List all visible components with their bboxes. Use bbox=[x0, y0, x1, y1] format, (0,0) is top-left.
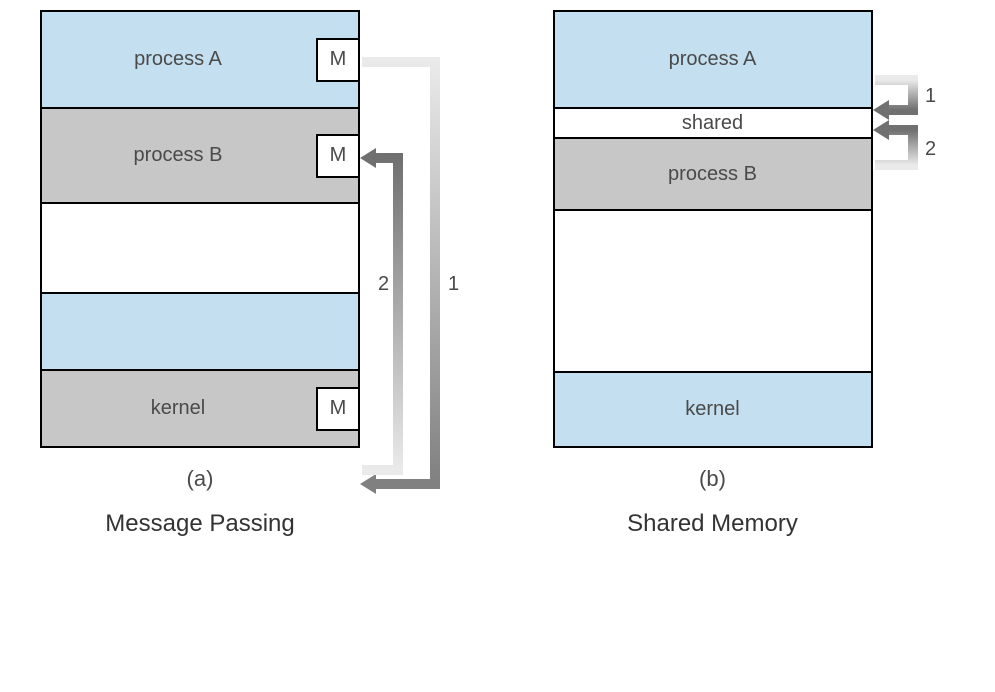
label-kernel-b: kernel bbox=[685, 398, 739, 421]
region-shared: shared bbox=[555, 107, 871, 137]
label-process-a: process A bbox=[134, 48, 222, 71]
arrowhead-2-b bbox=[873, 120, 889, 140]
arrowhead-1-b bbox=[873, 100, 889, 120]
shared-memory-panel: process A shared process B kernel bbox=[553, 10, 966, 538]
msgbox-label-k: M bbox=[330, 397, 347, 420]
arrow-2-b bbox=[875, 130, 913, 165]
arrow-1-label-a: 1 bbox=[448, 273, 459, 295]
region-process-b-b: process B bbox=[555, 137, 871, 209]
title-a: Message Passing bbox=[40, 510, 360, 538]
msgbox-label-b: M bbox=[330, 144, 347, 167]
arrow-2-a bbox=[362, 158, 398, 470]
stack-a: process A M process B M kernel M bbox=[40, 10, 360, 448]
sublabel-a: (a) bbox=[40, 466, 360, 492]
stack-b: process A shared process B kernel bbox=[553, 10, 873, 448]
arrows-b: 1 2 bbox=[873, 10, 963, 550]
msgbox-kernel: M bbox=[316, 387, 360, 431]
label-kernel-a: kernel bbox=[151, 397, 205, 420]
label-process-b-b: process B bbox=[668, 163, 757, 186]
label-process-a-b: process A bbox=[669, 48, 757, 71]
msgbox-label-a: M bbox=[330, 48, 347, 71]
region-empty-b bbox=[555, 209, 871, 371]
msgbox-process-b: M bbox=[316, 134, 360, 178]
region-empty-2 bbox=[42, 292, 358, 369]
region-empty-1 bbox=[42, 202, 358, 292]
region-process-b: process B M bbox=[42, 107, 358, 202]
arrows-a: 1 2 bbox=[360, 10, 480, 550]
label-shared: shared bbox=[682, 112, 743, 135]
region-process-a-b: process A bbox=[555, 12, 871, 107]
arrow-2-label-b: 2 bbox=[925, 138, 936, 160]
label-process-b: process B bbox=[134, 144, 223, 167]
msgbox-process-a: M bbox=[316, 38, 360, 82]
sublabel-b: (b) bbox=[553, 466, 873, 492]
arrow-1-label-b: 1 bbox=[925, 85, 936, 107]
title-b: Shared Memory bbox=[553, 510, 873, 538]
message-passing-panel: process A M process B M kernel M bbox=[40, 10, 453, 538]
arrowhead-1-a bbox=[360, 474, 376, 494]
region-kernel-b: kernel bbox=[555, 371, 871, 446]
region-process-a: process A M bbox=[42, 12, 358, 107]
region-kernel-a: kernel M bbox=[42, 369, 358, 446]
arrow-2-label-a: 2 bbox=[378, 273, 389, 295]
arrowhead-2-a bbox=[360, 148, 376, 168]
